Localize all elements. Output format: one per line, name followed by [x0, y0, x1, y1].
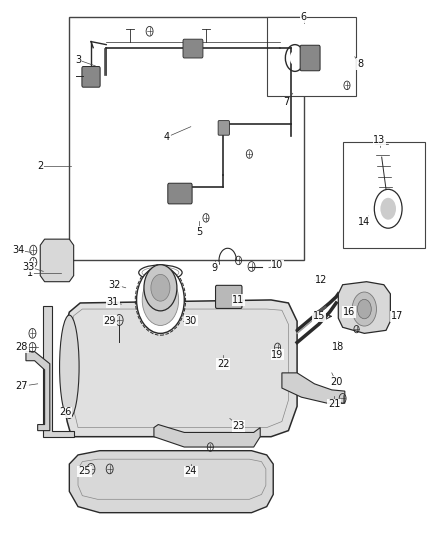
Text: 4: 4	[164, 132, 170, 142]
FancyBboxPatch shape	[168, 183, 192, 204]
Text: 13: 13	[373, 135, 385, 145]
Polygon shape	[43, 306, 74, 437]
Circle shape	[151, 274, 170, 301]
Text: 7: 7	[283, 98, 290, 107]
Text: 2: 2	[37, 161, 43, 171]
Text: 28: 28	[15, 342, 28, 352]
Polygon shape	[154, 425, 260, 447]
Bar	[69, 17, 304, 261]
Bar	[343, 142, 425, 248]
Text: 19: 19	[272, 350, 284, 360]
Text: 11: 11	[233, 295, 245, 305]
Text: 24: 24	[184, 466, 197, 477]
Polygon shape	[40, 239, 74, 282]
Text: 26: 26	[59, 407, 71, 417]
Polygon shape	[26, 352, 50, 431]
Text: 18: 18	[332, 342, 344, 352]
Text: 22: 22	[217, 359, 230, 369]
Circle shape	[357, 300, 371, 319]
Circle shape	[144, 265, 177, 311]
Text: 5: 5	[196, 227, 203, 237]
Circle shape	[352, 292, 377, 326]
FancyBboxPatch shape	[218, 120, 230, 135]
FancyBboxPatch shape	[82, 67, 100, 87]
Text: 30: 30	[185, 316, 197, 326]
Ellipse shape	[60, 315, 79, 418]
Text: 17: 17	[391, 311, 403, 321]
Ellipse shape	[139, 265, 182, 280]
Polygon shape	[282, 373, 345, 403]
Text: 10: 10	[272, 260, 284, 270]
Text: 32: 32	[109, 280, 121, 290]
Text: 6: 6	[300, 12, 307, 22]
Text: 25: 25	[78, 466, 91, 477]
Text: 9: 9	[212, 263, 218, 273]
Text: 8: 8	[357, 59, 363, 69]
FancyBboxPatch shape	[183, 39, 203, 58]
Text: 3: 3	[75, 55, 81, 65]
Circle shape	[137, 266, 184, 333]
Polygon shape	[69, 451, 273, 513]
Text: 21: 21	[328, 399, 340, 409]
Text: 34: 34	[12, 245, 25, 255]
Text: 29: 29	[103, 316, 116, 326]
Polygon shape	[338, 282, 390, 333]
Text: 16: 16	[343, 307, 355, 317]
Bar	[267, 17, 356, 96]
Text: 15: 15	[313, 311, 325, 321]
Text: 33: 33	[22, 262, 34, 271]
Circle shape	[142, 274, 179, 326]
Text: 23: 23	[232, 421, 245, 431]
Text: 14: 14	[358, 217, 371, 227]
Text: 20: 20	[330, 377, 343, 387]
Text: 31: 31	[106, 297, 119, 308]
Circle shape	[380, 198, 396, 220]
Text: 1: 1	[27, 268, 33, 278]
Text: 12: 12	[315, 275, 327, 285]
Text: 27: 27	[15, 381, 28, 391]
FancyBboxPatch shape	[215, 285, 242, 309]
FancyBboxPatch shape	[300, 45, 320, 71]
Polygon shape	[63, 300, 297, 437]
Circle shape	[290, 51, 300, 66]
